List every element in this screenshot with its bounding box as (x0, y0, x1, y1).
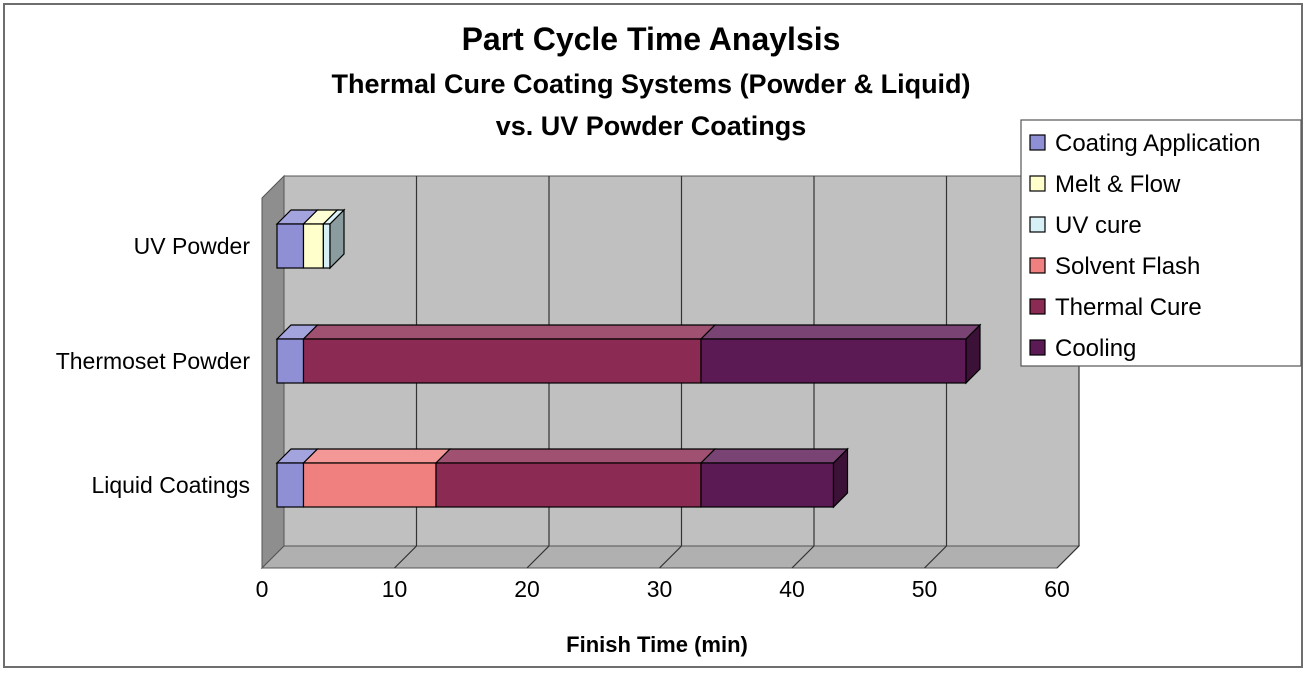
x-tick-labels: 0 10 20 30 40 50 60 (256, 576, 1070, 602)
floor-gridline (394, 545, 417, 569)
x-tick-label: 60 (1044, 576, 1070, 602)
legend-swatch (1029, 175, 1046, 192)
bar-segment (700, 338, 967, 384)
bars (275, 208, 982, 509)
legend-label: Coating Application (1055, 130, 1260, 157)
floor-gridline (659, 545, 682, 569)
legend-label: Melt & Flow (1055, 171, 1181, 198)
bar-segment (322, 223, 331, 269)
x-axis-title: Finish Time (min) (566, 632, 748, 657)
category-label: Liquid Coatings (91, 472, 250, 498)
bar-segment (302, 462, 437, 508)
bar-top (699, 324, 982, 340)
legend: Coating Application Melt & Flow UV cure Sol… (1020, 119, 1302, 367)
legend-box (1020, 119, 1302, 367)
bar-end (965, 323, 981, 385)
x-tick-label: 50 (912, 576, 938, 602)
chart-subtitle-line-2: vs. UV Powder Coatings (496, 111, 807, 141)
legend-swatch (1029, 298, 1046, 315)
bar-end (832, 447, 849, 509)
x-tick-label: 40 (779, 576, 805, 602)
category-label: UV Powder (134, 233, 251, 259)
legend-swatch (1029, 216, 1046, 233)
bar-top (302, 324, 717, 340)
bar-end (329, 208, 345, 270)
bar-segment (276, 462, 305, 508)
floor-gridline (924, 545, 947, 569)
category-labels: UV Powder Thermoset Powder Liquid Coatings (56, 233, 251, 498)
chart-subtitle-line-1: Thermal Cure Coating Systems (Powder & L… (331, 69, 970, 99)
legend-label: Thermal Cure (1055, 294, 1202, 321)
x-tick-label: 20 (514, 576, 540, 602)
legend-label: Cooling (1055, 335, 1136, 362)
x-tick-label: 30 (647, 576, 673, 602)
bar-segment (276, 223, 305, 269)
bar-segment (302, 338, 702, 384)
legend-swatch (1029, 339, 1046, 356)
legend-swatch (1029, 134, 1046, 151)
bar-top (302, 448, 452, 464)
bar-top (434, 448, 717, 464)
bar-segment (435, 462, 702, 508)
bar-segment (302, 223, 324, 269)
legend-swatch (1029, 257, 1046, 274)
floor-gridline (1056, 545, 1080, 569)
bar-top (699, 448, 849, 464)
floor-gridline (526, 545, 550, 569)
floor-gridline (791, 545, 815, 569)
legend-label: UV cure (1055, 212, 1142, 239)
x-tick-label: 10 (382, 576, 408, 602)
chart-title: Part Cycle Time Anaylsis (462, 21, 841, 57)
legend-label: Solvent Flash (1055, 253, 1200, 280)
category-label: Thermoset Powder (56, 348, 251, 374)
x-tick-label: 0 (256, 576, 269, 602)
bar-segment (276, 338, 305, 384)
bar-segment (700, 462, 835, 508)
